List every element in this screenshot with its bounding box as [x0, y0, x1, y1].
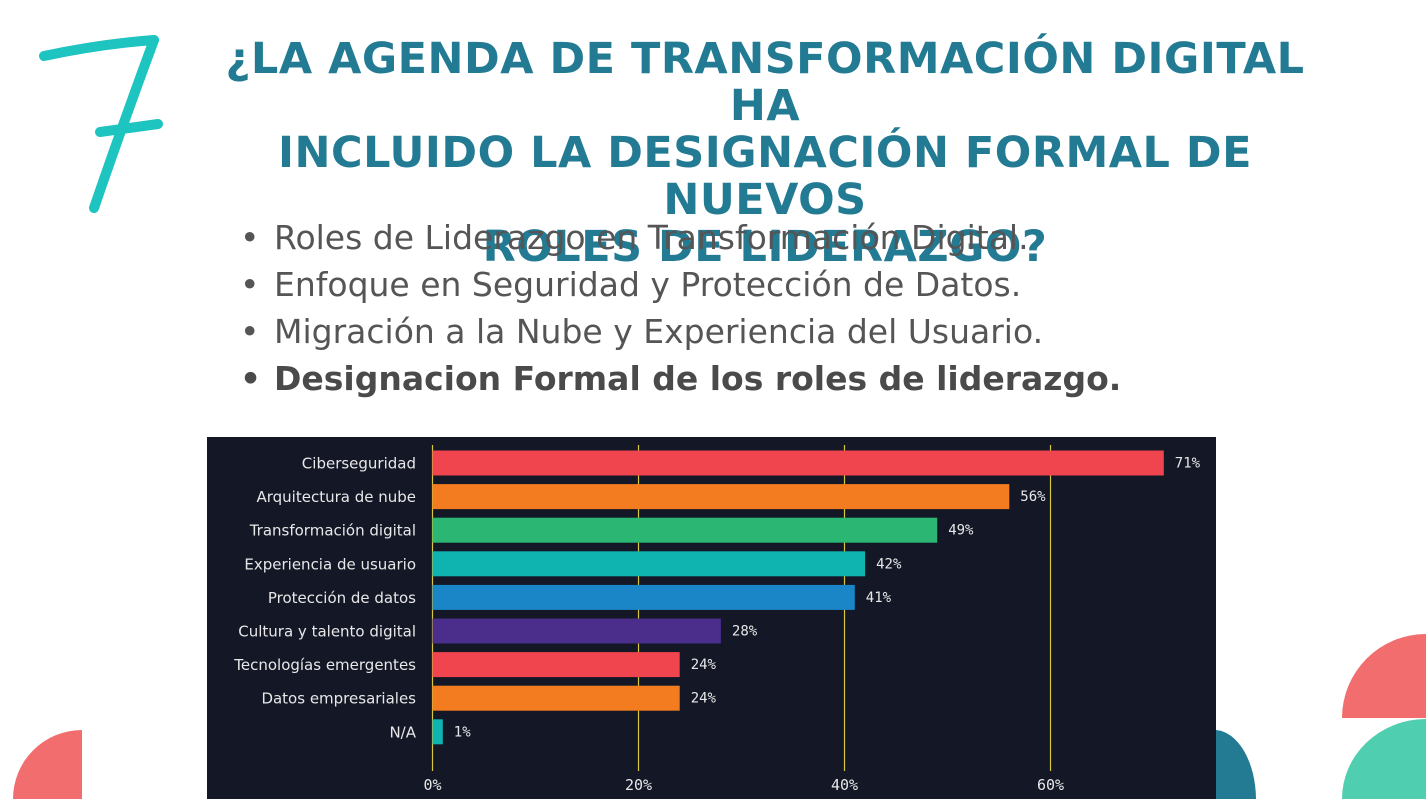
title-line-2: INCLUIDO LA DESIGNACIÓN FORMAL DE NUEVOS — [278, 128, 1252, 225]
bar-1 — [432, 450, 1164, 476]
bar-5 — [432, 584, 855, 610]
bullet-item-2: Enfoque en Seguridad y Protección de Dat… — [240, 261, 1121, 308]
coral-quarter-circle-left — [13, 730, 82, 799]
value-label-6: 28% — [732, 624, 758, 640]
value-label-3: 49% — [948, 523, 974, 539]
seven-diagonal-stroke — [89, 35, 159, 213]
value-label-8: 24% — [691, 691, 717, 707]
category-label-8: Datos empresariales — [261, 690, 416, 708]
title-line-1: ¿LA AGENDA DE TRANSFORMACIÓN DIGITAL HA — [225, 34, 1305, 131]
bar-9 — [432, 719, 443, 745]
value-label-2: 56% — [1020, 489, 1046, 505]
seven-cross-stroke — [95, 119, 163, 137]
bullet-list: Roles de Liderazgo en Transformación Dig… — [240, 214, 1121, 402]
category-label-1: Ciberseguridad — [302, 455, 416, 473]
teal-quarter-circle-right — [1342, 719, 1426, 799]
bullet-item-1: Roles de Liderazgo en Transformación Dig… — [240, 214, 1121, 261]
category-label-3: Transformación digital — [249, 522, 416, 540]
category-label-6: Cultura y talento digital — [238, 623, 416, 641]
seven-top-stroke — [39, 35, 159, 61]
value-label-9: 1% — [454, 724, 471, 740]
blue-half-circle-bottom — [1216, 730, 1256, 799]
category-label-4: Experiencia de usuario — [244, 555, 416, 573]
x-tick-label-60: 60% — [1037, 776, 1064, 794]
bullet-item-3: Migración a la Nube y Experiencia del Us… — [240, 308, 1121, 355]
value-label-5: 41% — [866, 590, 892, 606]
bar-2 — [432, 484, 1010, 510]
slide-number: 7 — [30, 28, 180, 228]
slide-number-text: 7 — [30, 28, 31, 29]
x-tick-label-0: 0% — [423, 776, 441, 794]
category-label-7: Tecnologías emergentes — [233, 656, 416, 674]
bullet-item-4: Designacion Formal de los roles de lider… — [240, 355, 1121, 402]
category-label-9: N/A — [389, 723, 416, 741]
bar-4 — [432, 551, 866, 577]
bar-8 — [432, 685, 680, 711]
value-label-7: 24% — [691, 657, 717, 673]
bar-chart: 0% 20% 40% 60% Ciberseguridad 71% Arquitectura… — [207, 437, 1216, 799]
bar-6 — [432, 618, 721, 644]
bar-chart-svg: 0% 20% 40% 60% Ciberseguridad 71% Arquitectura… — [233, 445, 1201, 794]
x-tick-label-40: 40% — [831, 776, 858, 794]
value-label-4: 42% — [876, 556, 902, 572]
bar-7 — [432, 652, 680, 678]
category-label-5: Protección de datos — [268, 589, 416, 607]
category-label-2: Arquitectura de nube — [256, 488, 416, 506]
x-tick-label-20: 20% — [625, 776, 652, 794]
bar-3 — [432, 517, 938, 543]
coral-half-circle-right — [1342, 634, 1426, 718]
value-label-1: 71% — [1175, 456, 1201, 472]
